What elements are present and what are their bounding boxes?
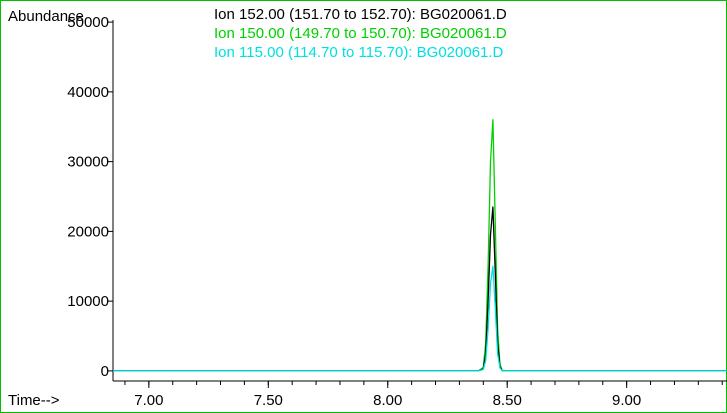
x-tick-label: 8.50 — [493, 392, 522, 409]
x-tick-label: 8.00 — [373, 392, 402, 409]
legend-entry: Ion 115.00 (114.70 to 115.70): BG020061.… — [214, 44, 504, 61]
legend-entry: Ion 150.00 (149.70 to 150.70): BG020061.… — [214, 25, 507, 42]
legend: Ion 152.00 (151.70 to 152.70): BG020061.… — [214, 6, 507, 61]
series-line — [113, 119, 727, 372]
y-tick-label: 50000 — [67, 14, 109, 31]
x-axis-label: Time--> — [8, 392, 60, 409]
y-tick-label: 40000 — [67, 84, 109, 101]
y-tick-label: 30000 — [67, 154, 109, 171]
series-line — [113, 265, 727, 372]
plot-area — [113, 119, 727, 372]
series-line — [113, 206, 727, 372]
legend-entry: Ion 152.00 (151.70 to 152.70): BG020061.… — [214, 6, 507, 23]
x-tick-label: 7.50 — [254, 392, 283, 409]
y-tick-label: 20000 — [67, 223, 109, 240]
y-axis-label: Abundance — [8, 8, 84, 25]
x-tick-label: 9.00 — [612, 392, 641, 409]
x-tick-label: 7.00 — [134, 392, 163, 409]
y-tick-label: 0 — [101, 363, 109, 380]
axes: 0 10000 20000 30000 40000 50000 7.00 7.50 8.00 8.… — [67, 14, 727, 409]
y-tick-label: 10000 — [67, 293, 109, 310]
